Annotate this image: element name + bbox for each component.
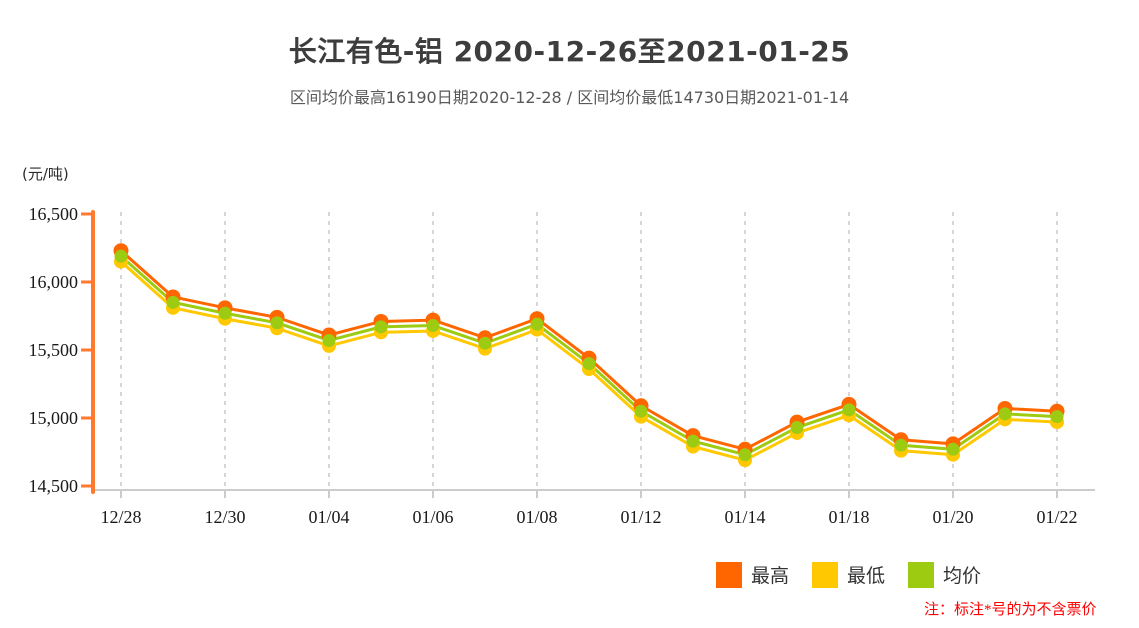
- x-axis-tick-label: 01/22: [1036, 507, 1077, 527]
- x-axis-tick-label: 12/30: [204, 507, 245, 527]
- x-axis-tick-label: 01/20: [932, 507, 973, 527]
- avg-data-point-marker: [218, 306, 232, 320]
- x-axis-tick-label: 01/08: [516, 507, 557, 527]
- chart-subtitle: 区间均价最高16190日期2020-12-28 / 区间均价最低14730日期2…: [289, 88, 850, 107]
- avg-data-point-marker: [1050, 410, 1064, 424]
- avg-data-point-marker: [998, 407, 1012, 421]
- high-series-line: [120, 249, 1058, 451]
- avg-data-point-marker: [166, 295, 180, 309]
- chart-legend: 最高 最低 均价: [716, 561, 1004, 588]
- x-axis-tick-label: 12/28: [100, 507, 141, 527]
- avg-data-point-marker: [894, 438, 908, 452]
- avg-data-point-marker: [374, 320, 388, 334]
- x-axis-tick-label: 01/18: [828, 507, 869, 527]
- legend-item-low[interactable]: 最低: [812, 561, 885, 588]
- legend-item-avg[interactable]: 均价: [908, 561, 981, 588]
- legend-label-avg: 均价: [943, 565, 982, 587]
- avg-data-point-marker: [686, 434, 700, 448]
- legend-label-low: 最低: [847, 565, 886, 587]
- footnote: 注：标注*号的为不含票价: [924, 602, 1097, 618]
- avg-data-point-marker: [634, 404, 648, 418]
- chart-header: 长江有色-铝 2020-12-26至2021-01-25 区间均价最高16190…: [0, 0, 1139, 108]
- avg-data-point-marker: [842, 403, 856, 417]
- avg-data-point-marker: [322, 333, 336, 347]
- avg-data-point-marker: [738, 448, 752, 462]
- y-axis-unit-label: (元/吨): [22, 165, 69, 183]
- avg-data-point-marker: [478, 336, 492, 350]
- avg-data-point-marker: [114, 249, 128, 263]
- y-axis-tick-label: 14,500: [29, 476, 79, 496]
- x-axis-tick-label: 01/06: [412, 507, 453, 527]
- high-series-swatch-icon: [716, 561, 742, 588]
- y-axis-tick-label: 15,500: [29, 340, 79, 360]
- avg-data-point-marker: [946, 442, 960, 456]
- x-axis-tick-label: 01/12: [620, 507, 661, 527]
- legend-label-high: 最高: [751, 565, 790, 587]
- avg-data-point-marker: [790, 421, 804, 435]
- x-axis-tick-label: 01/04: [308, 507, 349, 527]
- avg-data-point-marker: [270, 316, 284, 330]
- avg-data-point-marker: [426, 319, 440, 333]
- y-axis-tick-label: 16,000: [29, 272, 79, 292]
- avg-data-point-marker: [582, 357, 596, 371]
- page-title: 长江有色-铝 2020-12-26至2021-01-25: [288, 35, 851, 68]
- legend-item-high[interactable]: 最高: [716, 561, 789, 588]
- avg-series-swatch-icon: [908, 561, 935, 588]
- avg-data-point-marker: [530, 317, 544, 331]
- low-series-swatch-icon: [812, 561, 839, 588]
- x-axis-tick-label: 01/14: [724, 507, 765, 527]
- y-axis-tick-label: 15,000: [29, 408, 79, 428]
- y-axis-tick-label: 16,500: [29, 204, 79, 224]
